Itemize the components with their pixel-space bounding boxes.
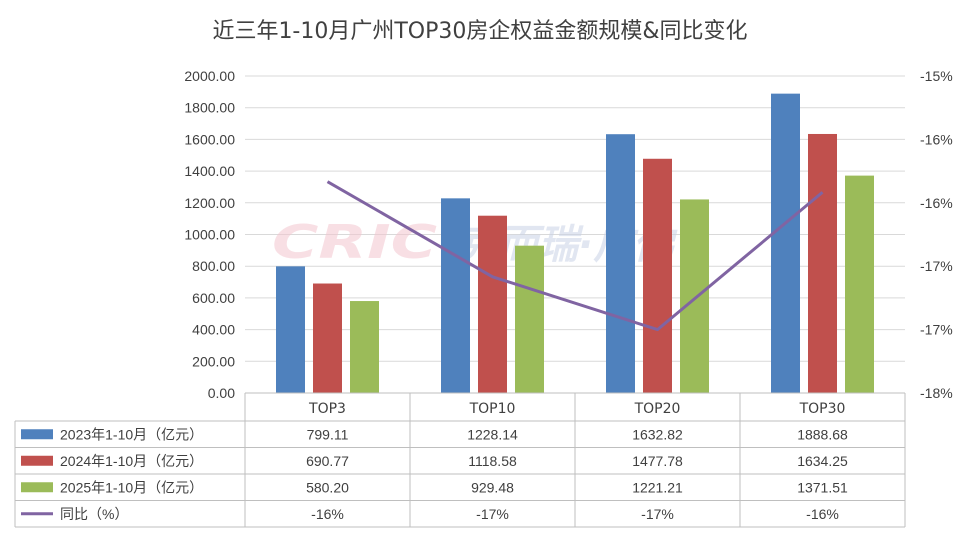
bar xyxy=(845,175,874,393)
legend-swatch xyxy=(21,482,53,493)
right-tick-label: -17% xyxy=(920,322,953,338)
bar xyxy=(313,283,342,393)
left-tick-label: 0.00 xyxy=(208,385,235,401)
left-tick-label: 1400.00 xyxy=(184,163,235,179)
legend-label: 2023年1-10月（亿元） xyxy=(60,426,203,442)
bar xyxy=(441,198,470,393)
bar xyxy=(276,266,305,393)
right-tick-label: -16% xyxy=(920,131,953,147)
table-cell: 929.48 xyxy=(471,479,514,495)
bar xyxy=(771,93,800,393)
right-axis: -18% -17% -17% -16% -16% -15% xyxy=(920,68,953,401)
table-cell: 1221.21 xyxy=(632,479,683,495)
table-cell: 1118.58 xyxy=(468,453,517,469)
category-label: TOP10 xyxy=(469,401,516,417)
table-cell: 1634.25 xyxy=(797,453,848,469)
legend-label: 同比（%） xyxy=(60,506,128,522)
left-tick-label: 600.00 xyxy=(192,290,235,306)
data-table: TOP3 TOP10 TOP20 TOP30 2023年1-10月（亿元） 799.11 1… xyxy=(14,392,906,528)
left-tick-label: 2000.00 xyxy=(184,68,235,84)
left-tick-label: 1600.00 xyxy=(184,131,235,147)
left-tick-label: 1200.00 xyxy=(184,195,235,211)
bar xyxy=(515,245,544,393)
right-tick-label: -17% xyxy=(920,258,953,274)
legend-label: 2024年1-10月（亿元） xyxy=(60,453,203,469)
table-cell: 799.11 xyxy=(307,426,349,442)
table-cell: 690.77 xyxy=(306,453,349,469)
left-tick-label: 400.00 xyxy=(192,322,235,338)
category-label: TOP3 xyxy=(308,401,346,417)
left-axis: 0.00 200.00 400.00 600.00 800.00 1000.00 1200.… xyxy=(184,68,235,401)
right-tick-label: -15% xyxy=(920,68,953,84)
table-cell: 580.20 xyxy=(306,479,349,495)
left-tick-label: 200.00 xyxy=(192,353,235,369)
category-label: TOP30 xyxy=(799,401,846,417)
table-cell: -16% xyxy=(311,506,344,522)
left-tick-label: 800.00 xyxy=(192,258,235,274)
watermark-logo: CRIC xyxy=(272,215,437,269)
left-tick-label: 1800.00 xyxy=(184,100,235,116)
table-cell: -16% xyxy=(806,506,839,522)
left-tick-label: 1000.00 xyxy=(184,227,235,243)
table-cell: -17% xyxy=(641,506,674,522)
table-cell: 1477.78 xyxy=(632,453,683,469)
table-cell: 1632.82 xyxy=(632,426,683,442)
yoy-line xyxy=(326,180,824,332)
table-cell: 1888.68 xyxy=(797,426,848,442)
bar xyxy=(808,133,837,393)
table-cell: -17% xyxy=(476,506,509,522)
bar xyxy=(643,158,672,393)
table-cell: 1371.51 xyxy=(797,479,848,495)
bar xyxy=(478,215,507,393)
bar xyxy=(606,134,635,393)
chart-title: 近三年1-10月广州TOP30房企权益金额规模&同比变化 xyxy=(212,19,747,44)
right-tick-label: -16% xyxy=(920,195,953,211)
yoy-line-path xyxy=(326,180,824,332)
bar xyxy=(680,199,709,393)
right-tick-label: -18% xyxy=(920,385,953,401)
legend-swatch xyxy=(21,455,53,466)
table-cell: 1228.14 xyxy=(467,426,518,442)
legend-swatch xyxy=(21,429,53,440)
bar xyxy=(350,301,379,393)
legend-label: 2025年1-10月（亿元） xyxy=(60,479,203,495)
category-label: TOP20 xyxy=(634,401,681,417)
bars xyxy=(276,93,874,393)
